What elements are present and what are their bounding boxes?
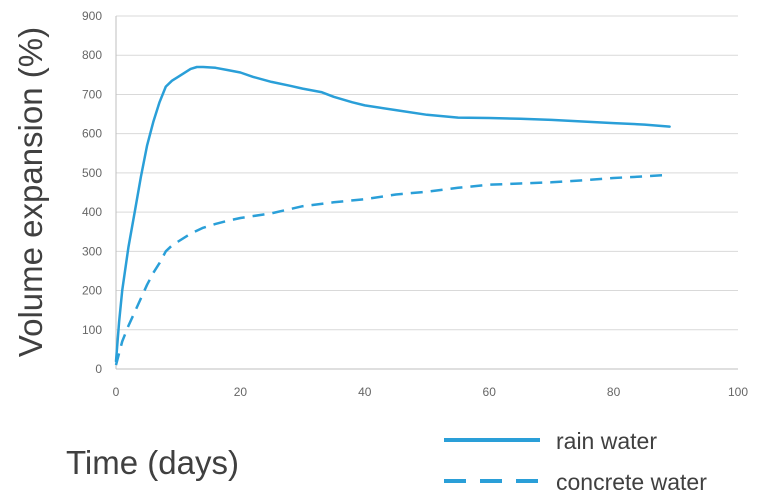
- x-tick-labels: 0 20 40 60 80 100: [113, 385, 749, 399]
- x-tick-label: 80: [607, 385, 621, 399]
- y-tick-label: 900: [82, 9, 102, 23]
- x-axis-title: Time (days): [66, 444, 239, 481]
- y-tick-label: 800: [82, 48, 102, 62]
- x-tick-label: 20: [234, 385, 248, 399]
- legend-label-concrete-water: concrete water: [556, 469, 707, 493]
- y-tick-labels: 0 100 200 300 400 500 600 700 800 900: [82, 9, 102, 376]
- y-tick-label: 500: [82, 166, 102, 180]
- x-tick-label: 0: [113, 385, 120, 399]
- legend: rain water concrete water: [444, 428, 707, 493]
- y-tick-label: 300: [82, 244, 102, 258]
- x-tick-label: 60: [483, 385, 497, 399]
- series-line-rain-water: [114, 65, 671, 363]
- x-tick-label: 100: [728, 385, 748, 399]
- y-axis-title: Volume expansion (%): [12, 27, 49, 357]
- axes: [115, 16, 738, 370]
- legend-label-rain-water: rain water: [556, 428, 657, 454]
- x-tick-label: 40: [358, 385, 372, 399]
- series-line-concrete-water: [114, 173, 670, 366]
- y-tick-label: 700: [82, 87, 102, 101]
- y-tick-label: 600: [82, 127, 102, 141]
- y-tick-label: 0: [95, 362, 102, 376]
- y-tick-label: 400: [82, 205, 102, 219]
- y-tick-label: 100: [82, 323, 102, 337]
- series-lines: [114, 65, 671, 366]
- y-tick-label: 200: [82, 284, 102, 298]
- gridlines: [116, 15, 738, 331]
